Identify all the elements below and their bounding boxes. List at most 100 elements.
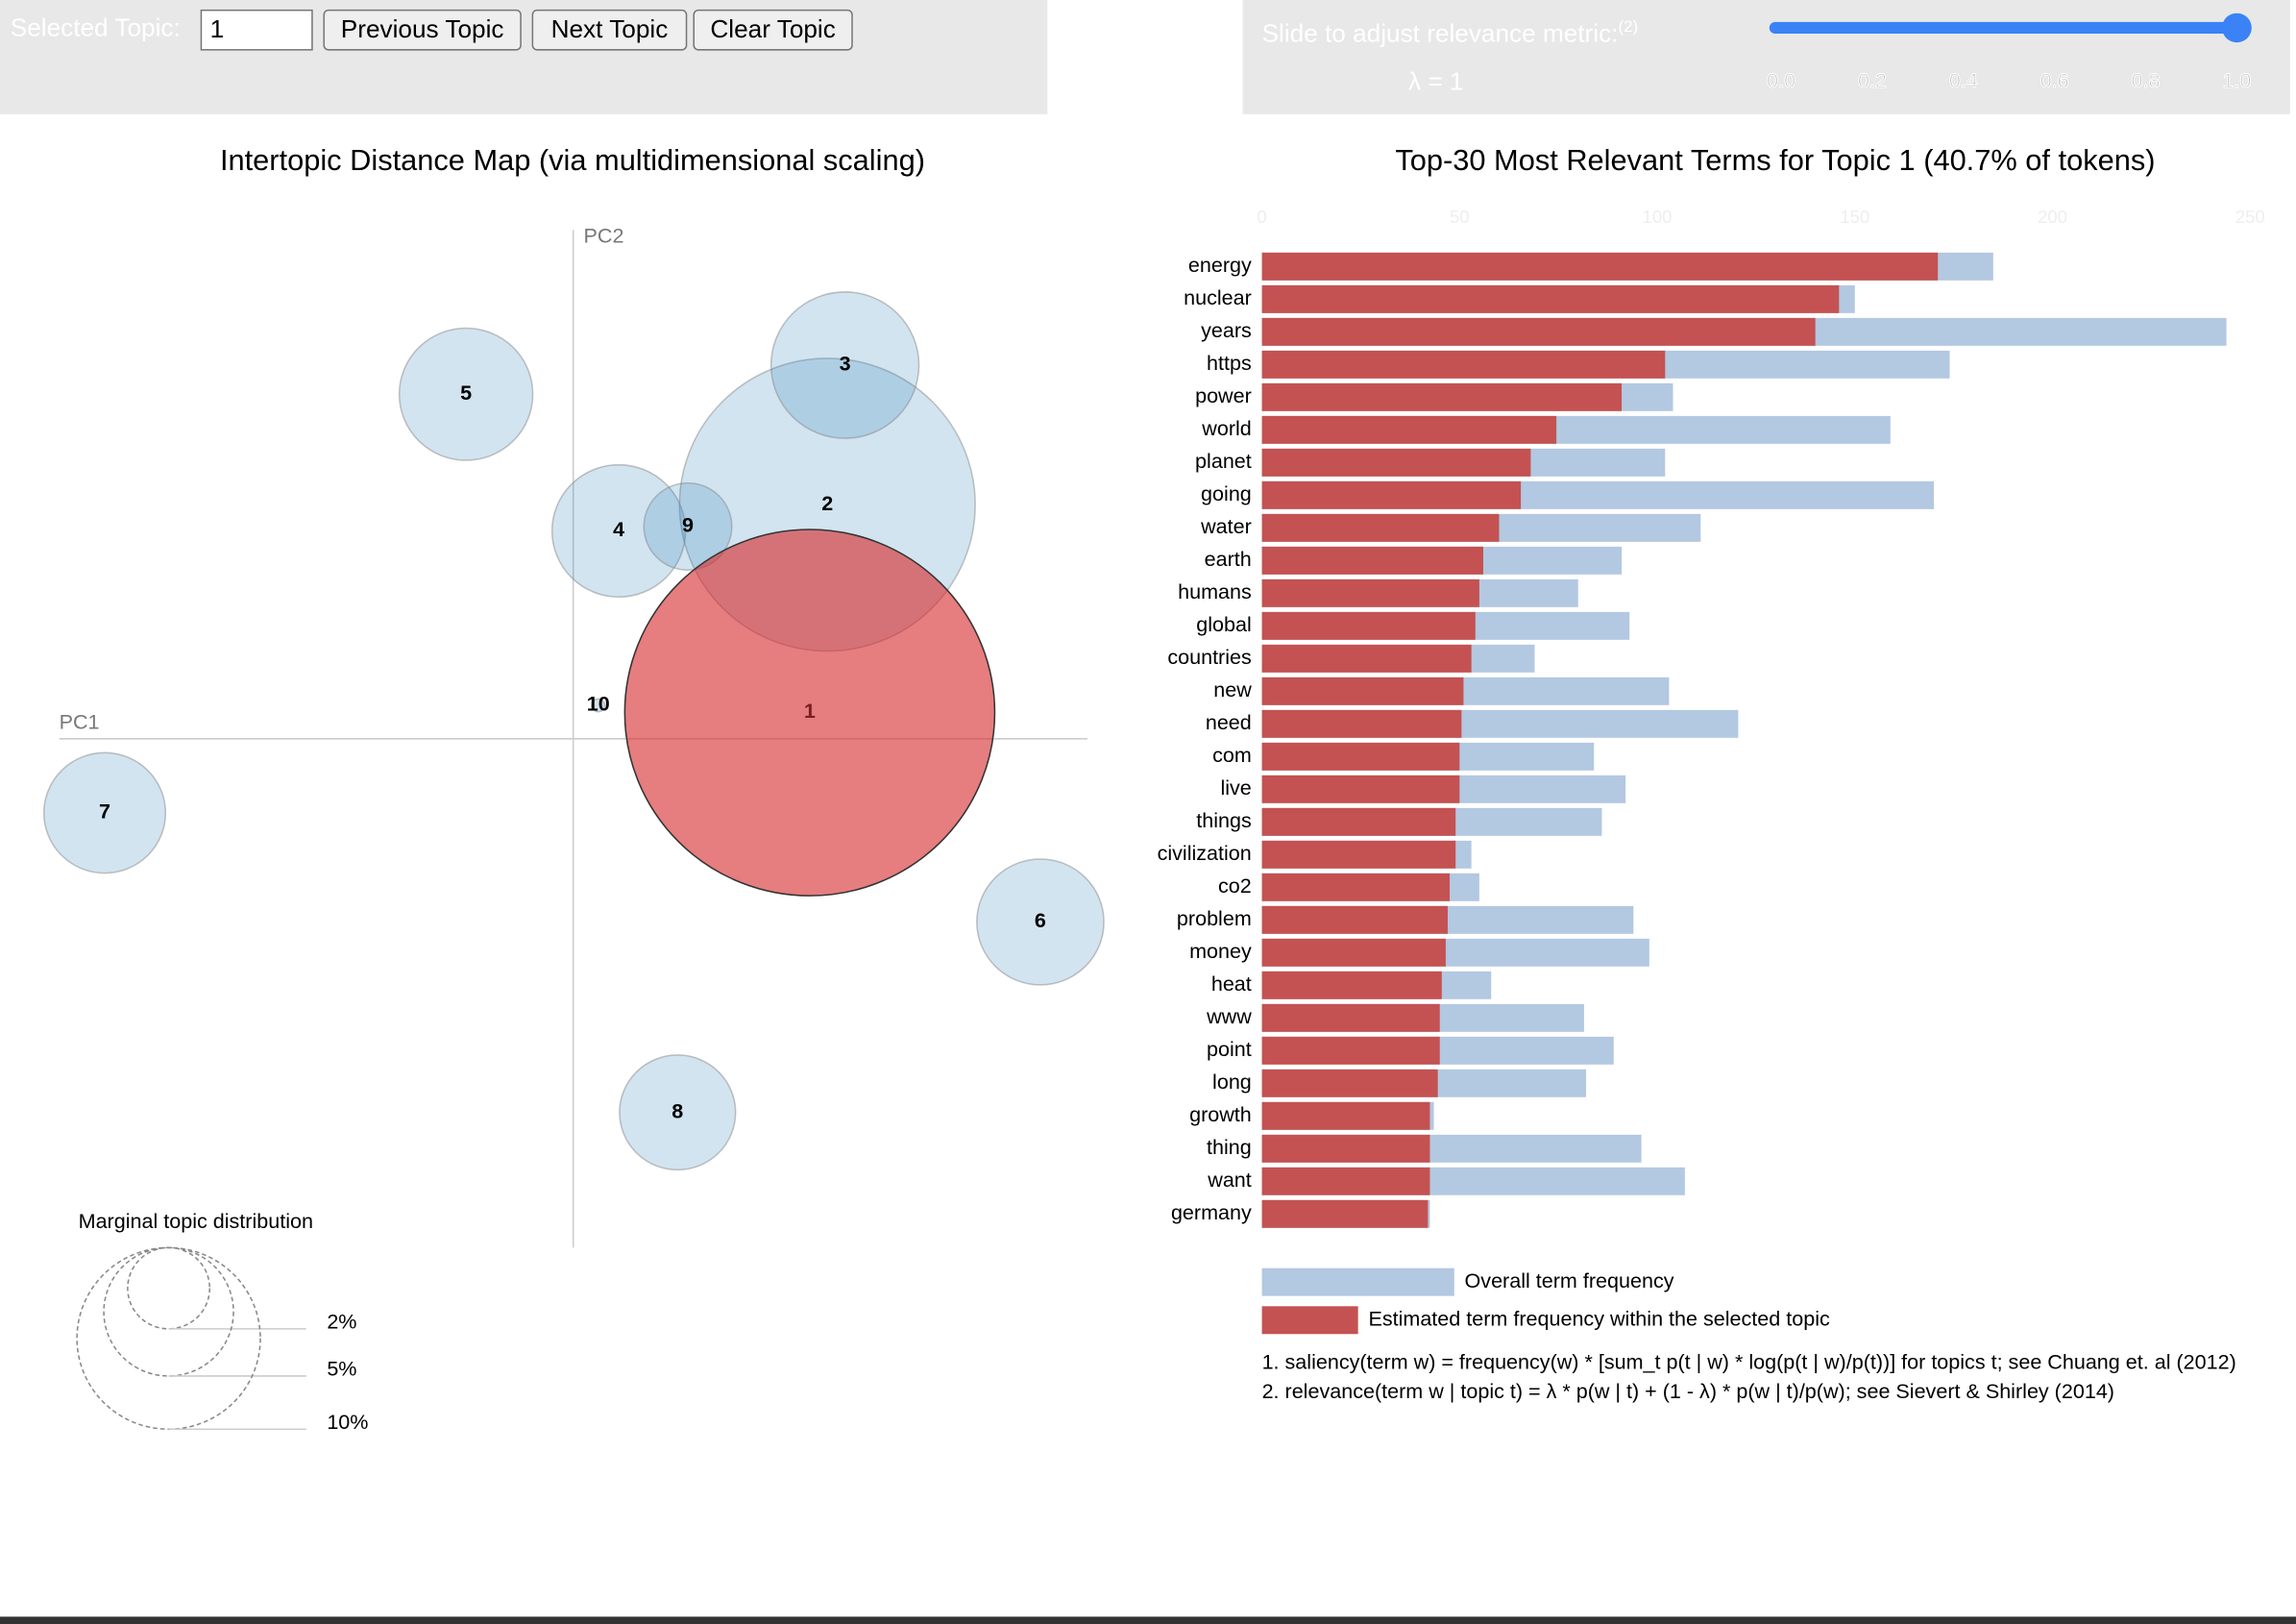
term-label: need (1206, 711, 1252, 734)
lambda-label: λ = 1 (1408, 67, 1463, 96)
topic-bubble[interactable] (769, 291, 920, 439)
term-bar[interactable] (1261, 415, 1557, 444)
slider-tick-label: 1.0 (2222, 69, 2251, 92)
term-label: planet (1195, 450, 1252, 473)
topic-bubble[interactable] (976, 858, 1105, 986)
term-label: years (1201, 319, 1252, 342)
topic-bubble[interactable] (623, 529, 996, 897)
term-bar[interactable] (1261, 644, 1472, 673)
legend-label: Estimated term frequency within the sele… (1368, 1308, 1830, 1331)
term-bar[interactable] (1261, 350, 1666, 379)
term-bar[interactable] (1261, 382, 1623, 411)
x-tick-label: 50 (1450, 207, 1470, 227)
x-tick-label: 100 (1643, 207, 1673, 227)
slider-thumb[interactable] (2222, 12, 2252, 43)
term-bar[interactable] (1261, 873, 1451, 901)
slider-tick-label: 0.8 (2132, 69, 2161, 92)
term-bar[interactable] (1261, 840, 1456, 869)
term-label: world (1201, 417, 1252, 440)
term-bar[interactable] (1261, 317, 1816, 346)
term-label: live (1220, 776, 1251, 800)
button-label[interactable]: Previous Topic (341, 14, 504, 43)
slider-label-text: Slide to adjust relevance metric: (1262, 19, 1619, 48)
term-label: earth (1205, 548, 1252, 571)
term-bar[interactable] (1261, 709, 1462, 738)
term-label: energy (1188, 254, 1252, 277)
bottom-bar (0, 1616, 2296, 1624)
legend-swatch (1261, 1306, 1358, 1335)
size-legend-label: 10% (327, 1411, 368, 1434)
topic-label: 10 (587, 693, 610, 716)
slider-panel (1242, 0, 2290, 114)
term-bar[interactable] (1261, 611, 1476, 640)
button[interactable] (531, 9, 688, 51)
term-label: money (1189, 940, 1252, 963)
term-bar[interactable] (1261, 546, 1484, 575)
term-bar[interactable] (1261, 938, 1446, 967)
slider-tick-label: 0.4 (1949, 69, 1978, 92)
term-label: https (1207, 352, 1252, 375)
term-label: point (1207, 1038, 1252, 1061)
term-bar[interactable] (1261, 905, 1448, 934)
term-bar[interactable] (1261, 807, 1456, 836)
term-bar[interactable] (1261, 480, 1522, 509)
term-bar[interactable] (1261, 1101, 1430, 1130)
term-label: germany (1171, 1201, 1252, 1224)
y-axis-label: PC2 (584, 225, 624, 248)
term-label: thing (1207, 1136, 1252, 1159)
legend-swatch (1261, 1267, 1454, 1296)
term-bar[interactable] (1261, 1199, 1429, 1228)
topic-label: 7 (99, 800, 110, 824)
term-bar[interactable] (1261, 1134, 1430, 1163)
term-label: global (1196, 613, 1252, 636)
topic-bubble[interactable] (398, 327, 534, 461)
topic-label: 9 (682, 514, 694, 537)
topic-bubble[interactable] (550, 463, 687, 598)
term-bar[interactable] (1261, 513, 1500, 542)
term-bar[interactable] (1261, 252, 1939, 281)
x-tick-label: 200 (2038, 207, 2067, 227)
term-label: humans (1178, 580, 1252, 603)
selected-topic-label: Selected Topic: (11, 12, 181, 41)
topic-panel (0, 0, 1048, 114)
term-label: heat (1211, 972, 1252, 996)
topic-bubble[interactable] (42, 751, 167, 874)
term-bar[interactable] (1261, 1069, 1438, 1097)
topic-label: 3 (840, 353, 851, 376)
term-bar[interactable] (1261, 448, 1531, 477)
size-legend-label: 2% (327, 1310, 356, 1333)
term-bar[interactable] (1261, 1003, 1440, 1032)
button-label[interactable]: Clear Topic (710, 14, 835, 43)
x-tick-label: 0 (1257, 207, 1266, 227)
topic-bubble[interactable] (591, 698, 606, 713)
button-label[interactable]: Next Topic (551, 14, 669, 43)
term-bar[interactable] (1261, 284, 1840, 313)
term-label: nuclear (1184, 286, 1252, 309)
chart-title: Intertopic Distance Map (via multidimens… (220, 144, 925, 177)
size-legend-title: Marginal topic distribution (79, 1210, 313, 1233)
term-bar[interactable] (1261, 1167, 1430, 1195)
topic-input-value[interactable]: 1 (210, 14, 225, 43)
term-bar[interactable] (1261, 578, 1479, 607)
term-bar[interactable] (1261, 775, 1460, 803)
term-bar[interactable] (1261, 1036, 1440, 1065)
topic-input[interactable] (200, 9, 313, 51)
topic-label: 2 (821, 492, 833, 515)
x-tick-label: 250 (2235, 207, 2265, 227)
footnote: 2. relevance(term w | topic t) = λ * p(w… (1262, 1380, 2114, 1403)
term-bar[interactable] (1261, 742, 1460, 771)
term-label: co2 (1218, 874, 1252, 898)
button[interactable] (323, 9, 522, 51)
topic-bubble[interactable] (643, 481, 733, 571)
legend-label: Overall term frequency (1465, 1269, 1674, 1292)
term-bar[interactable] (1261, 971, 1442, 999)
x-axis-label: PC1 (60, 711, 100, 734)
button[interactable] (693, 9, 853, 51)
topic-label: 1 (804, 700, 816, 723)
footnote: 1. saliency(term w) = frequency(w) * [su… (1262, 1350, 2236, 1373)
slider-label: Slide to adjust relevance metric:(2) (1262, 17, 1639, 47)
topic-bubble[interactable] (619, 1054, 737, 1171)
topic-label: 5 (460, 381, 472, 405)
term-bar[interactable] (1261, 677, 1464, 705)
